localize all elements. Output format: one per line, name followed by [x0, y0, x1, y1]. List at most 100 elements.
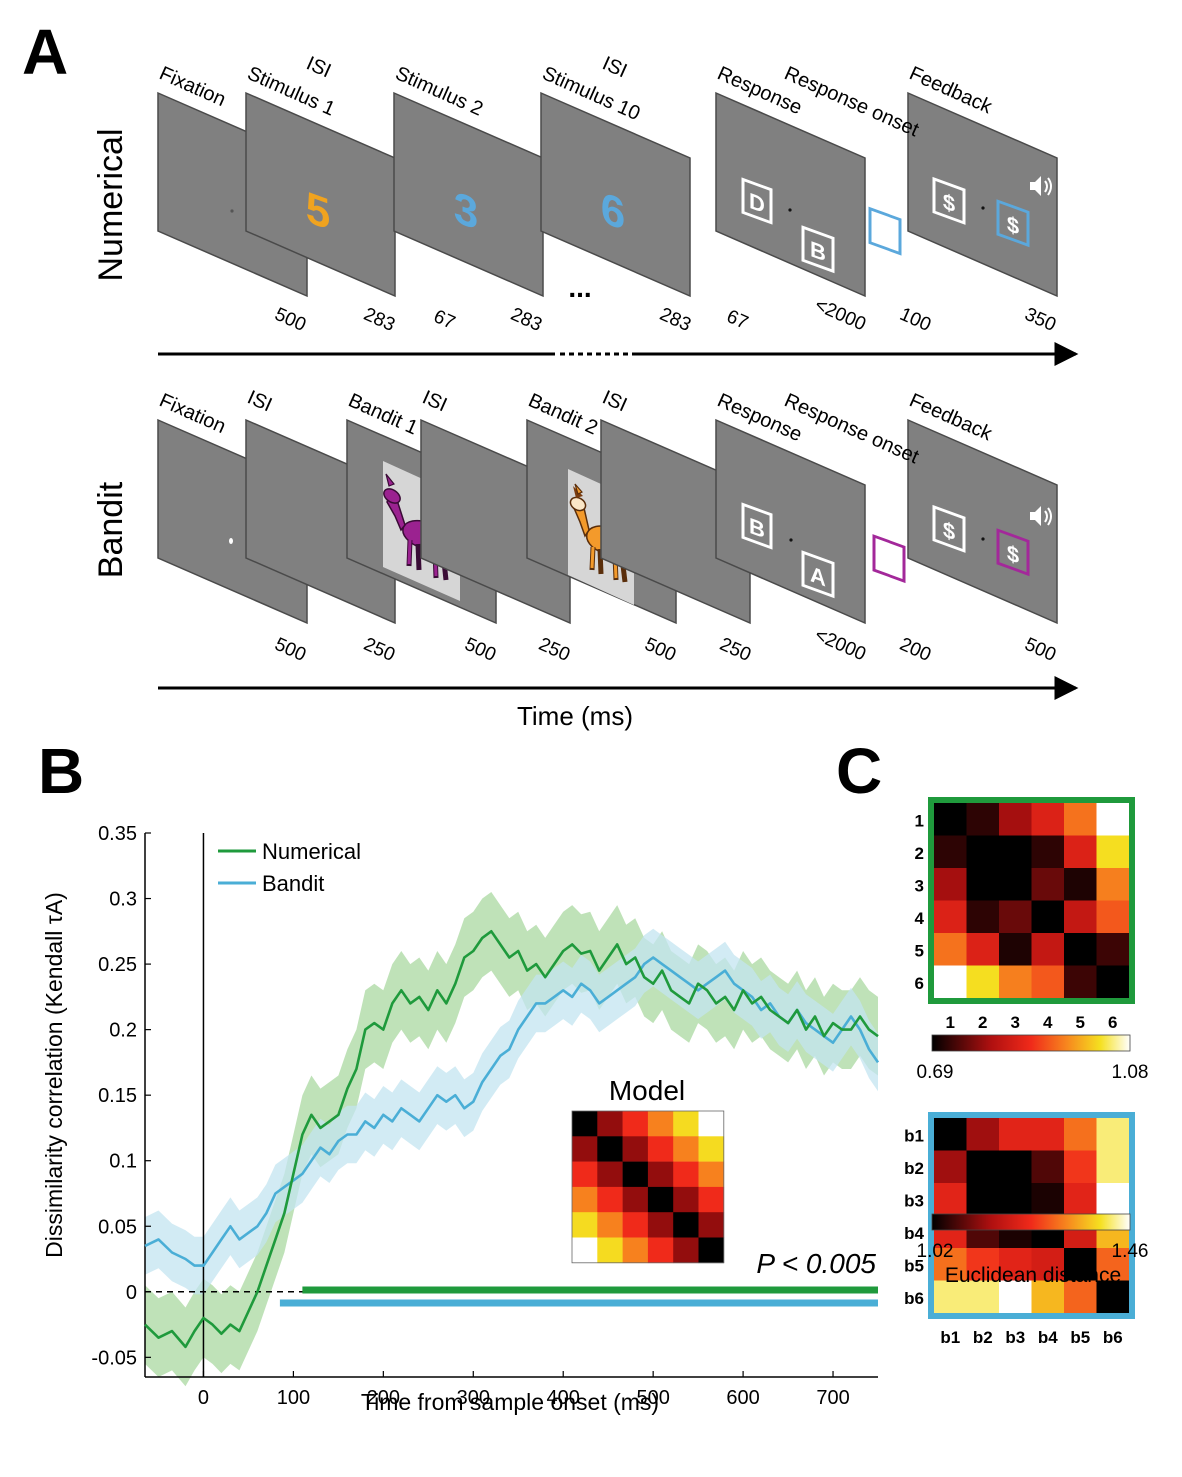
- heatmap-cell: [934, 1118, 967, 1151]
- band-bandit: [145, 928, 878, 1295]
- model-cell: [647, 1212, 674, 1238]
- response-option-left: [741, 177, 773, 225]
- inset-title: Model: [609, 1075, 685, 1106]
- y-tick-label: 0.05: [98, 1216, 137, 1238]
- heatmap-cell: [1096, 1150, 1130, 1184]
- bandit-selected-box: [872, 534, 906, 584]
- y-tick-label: 0.3: [109, 889, 137, 911]
- heatmap-cell: [1064, 1118, 1097, 1151]
- bandit-duration-5: 500: [641, 634, 679, 666]
- heatmap-col-label: b4: [1038, 1328, 1058, 1347]
- bandit-duration-3: 500: [461, 634, 499, 666]
- heatmap-row-label: b1: [904, 1126, 924, 1145]
- model-cell: [597, 1237, 623, 1264]
- y-tick-label: 0: [126, 1282, 137, 1304]
- confidence-bands: [145, 892, 878, 1387]
- heatmap-cell: [966, 835, 1000, 869]
- duration-4: 283: [507, 304, 545, 336]
- heatmap-col-label: 6: [1108, 1013, 1117, 1032]
- heatmap-cell: [1031, 1183, 1065, 1216]
- heatmap-cell: [966, 868, 1000, 901]
- x-axis-label: Time from sample onset (ms): [361, 1389, 659, 1415]
- heatmap-cell: [1064, 803, 1097, 836]
- bandit-stage-isi-2: ISI: [419, 386, 450, 416]
- significance-label: P < 0.005: [756, 1248, 876, 1279]
- colorbar-numerical-min: 0.69: [917, 1062, 954, 1083]
- heatmap-cell: [1096, 933, 1130, 966]
- model-cell: [572, 1186, 598, 1213]
- bandit-duration-4: 250: [535, 634, 573, 666]
- heatmap-cell: [999, 1183, 1032, 1216]
- chart-axes: 0 100 200 300 400 500 600 700 -0.05 0 0.05 0.1 0.15 0…: [91, 823, 878, 1409]
- feedback-center-dot: [981, 206, 985, 210]
- heatmap-cell: [1096, 835, 1130, 869]
- bandit-response-left: [741, 502, 773, 550]
- screen-response-onset-num: B: [868, 206, 902, 256]
- speaker-icon: [1030, 176, 1052, 196]
- heatmap-cell: [1096, 803, 1130, 836]
- series-line-bandit: [144, 956, 880, 1267]
- bandit-duration-2: 250: [360, 634, 398, 666]
- heatmap-border: [928, 797, 1135, 1004]
- x-tick-label: 0: [198, 1387, 209, 1409]
- band-numerical: [145, 892, 878, 1387]
- heatmap-cell: [999, 835, 1032, 869]
- response-center-dot: [788, 208, 792, 212]
- series-line-numerical: [144, 929, 879, 1349]
- fixation-dot: [230, 209, 234, 213]
- heatmap-col-label: b5: [1070, 1328, 1090, 1347]
- y-tick-label: 0.15: [98, 1085, 137, 1107]
- bandit-stage-isi-1: ISI: [244, 386, 275, 416]
- heatmap-cell: [1031, 1150, 1065, 1184]
- model-cell: [698, 1212, 725, 1238]
- heatmap-cell: [999, 933, 1032, 966]
- y-tick-label: 0.25: [98, 954, 137, 976]
- screen-feedback-num: $ $: [907, 91, 1058, 298]
- model-cell: [673, 1186, 699, 1213]
- screen-stimulus-10: 6: [540, 91, 691, 298]
- heatmap-cell: [934, 868, 967, 901]
- speaker-icon-bandit: [1030, 506, 1052, 526]
- screen-response-bandit: B A: [715, 418, 866, 625]
- model-inset: Model: [571, 1075, 725, 1264]
- legend-label-bandit: Bandit: [262, 871, 324, 896]
- model-matrix: [571, 1110, 725, 1264]
- bandit-response-dot: [789, 538, 793, 542]
- model-cell: [647, 1186, 674, 1213]
- heatmap-cell: [1064, 933, 1097, 966]
- duration-8: 100: [896, 304, 934, 336]
- y-tick-label: -0.05: [91, 1347, 137, 1369]
- model-cell: [597, 1212, 623, 1238]
- model-cell: [622, 1161, 649, 1188]
- colorbar-numerical: 0.69 1.08: [917, 1034, 1148, 1083]
- heatmap-cell: [1096, 1183, 1130, 1216]
- heatmap-row-label: b3: [904, 1191, 924, 1210]
- numerical-row: Numerical 5 3 6 D B: [92, 52, 1079, 366]
- heatmap-cell: [1064, 965, 1097, 999]
- model-cell: [698, 1186, 725, 1213]
- series-lines: [144, 929, 880, 1349]
- heatmap-cell: [1064, 1248, 1097, 1281]
- feedback-box-left: [932, 176, 966, 225]
- heatmap-col-label: 2: [978, 1013, 987, 1032]
- stage-isi: ISI: [303, 52, 334, 82]
- heatmap-row-label: b5: [904, 1256, 924, 1275]
- model-cell: [572, 1161, 598, 1188]
- bandit-duration-1: 500: [271, 634, 309, 666]
- heatmap-cell: [999, 1150, 1032, 1184]
- heatmap-cell: [1096, 1118, 1130, 1151]
- model-cell: [673, 1161, 699, 1188]
- duration-6: 67: [723, 306, 751, 334]
- model-cell: [597, 1161, 623, 1188]
- feedback-symbol-right: $: [1007, 210, 1020, 240]
- heatmap-cell: [934, 1280, 967, 1314]
- bandit-feedback-right: [996, 528, 1030, 577]
- numerical-durations: 500 283 67 283 283 67 <2000 100 350: [271, 295, 1059, 336]
- heatmap-cell: [1064, 1183, 1097, 1216]
- response-option-right: [801, 225, 835, 274]
- duration-3: 67: [430, 306, 458, 334]
- colorbar-bandit-min: 1.02: [917, 1241, 954, 1262]
- feedback-box-right: [996, 199, 1030, 248]
- heatmap-col-label: b2: [973, 1328, 993, 1347]
